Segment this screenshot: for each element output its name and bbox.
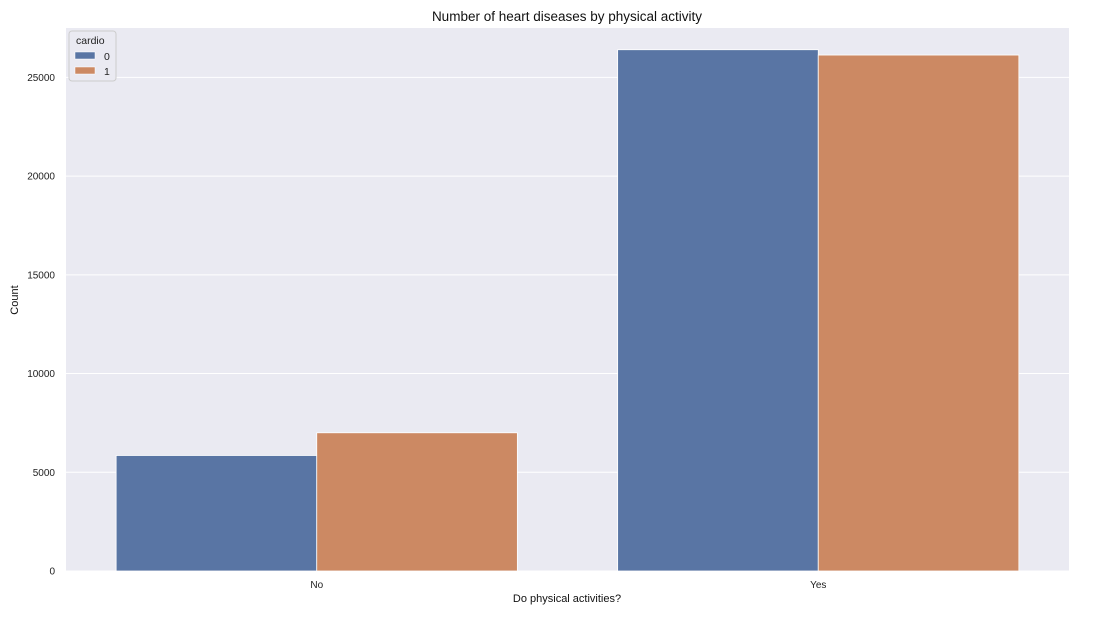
x-tick-label: Yes (810, 580, 826, 591)
legend-swatch-1 (74, 66, 96, 75)
bars (115, 49, 1020, 572)
legend: cardio 0 1 (68, 30, 117, 82)
legend-label-0: 0 (104, 51, 110, 63)
y-tick-labels: 0 5000 10000 15000 20000 25000 (27, 73, 55, 578)
x-tick-label: No (310, 580, 323, 591)
x-axis-label: Do physical activities? (513, 593, 621, 605)
y-tick-label: 5000 (33, 468, 56, 479)
bar-yes-1 (817, 54, 1020, 572)
y-axis-label: Count (9, 285, 21, 314)
legend-title: cardio (76, 35, 105, 47)
legend-swatch-0 (74, 51, 96, 60)
y-tick-label: 15000 (27, 270, 55, 281)
bar-no-0 (115, 455, 318, 572)
x-tick-labels: No Yes (310, 580, 826, 591)
chart-title: Number of heart diseases by physical act… (432, 9, 702, 24)
bar-yes-0 (617, 49, 819, 572)
y-tick-label: 20000 (27, 172, 55, 183)
legend-label-1: 1 (104, 66, 110, 78)
bar-no-1 (316, 432, 518, 572)
y-tick-label: 0 (49, 567, 55, 578)
y-tick-label: 25000 (27, 73, 55, 84)
y-tick-label: 10000 (27, 369, 55, 380)
